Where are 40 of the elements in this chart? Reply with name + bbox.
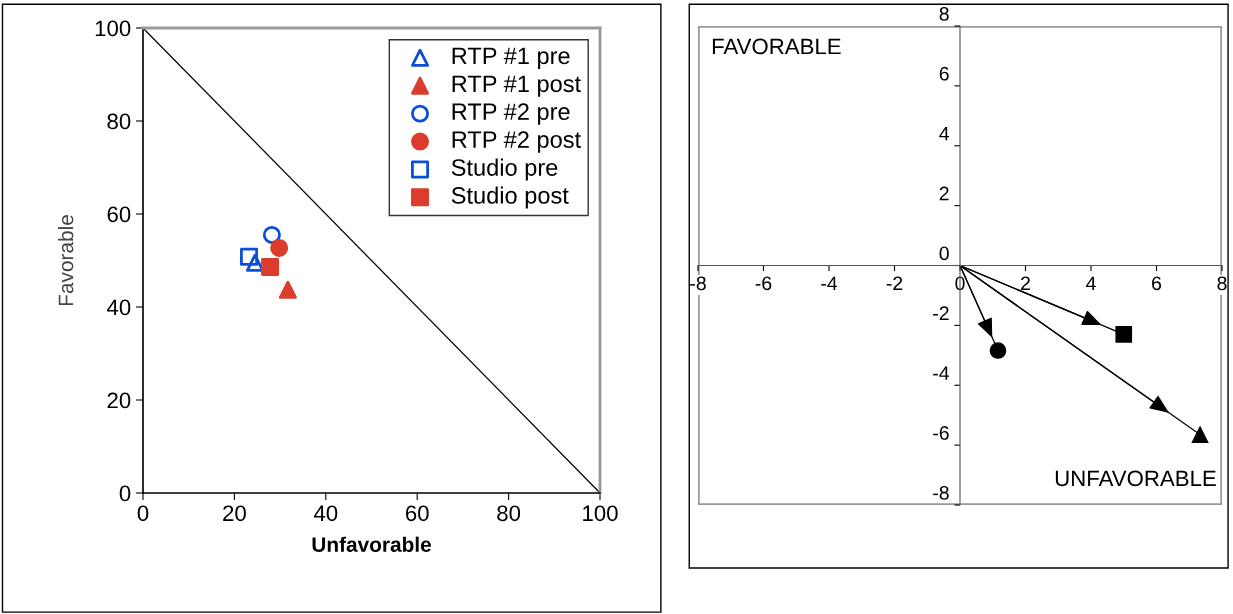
- x-tick-label: 60: [405, 505, 429, 522]
- legend-label: Studio post: [451, 186, 569, 209]
- x-tick-label: -2: [886, 276, 903, 291]
- y-axis-title: Favorable: [58, 215, 74, 306]
- x-tick-label: 8: [1217, 276, 1227, 291]
- legend-label: RTP #2 post: [452, 131, 581, 153]
- x-tick-label: 6: [1152, 276, 1162, 291]
- x-tick-label: 100: [583, 505, 618, 522]
- legend-label: RTP #2 pre: [452, 103, 570, 125]
- x-tick-label: 80: [497, 505, 521, 522]
- y-tick-label: 0: [939, 246, 949, 261]
- x-tick-label: 0: [955, 276, 965, 291]
- annotation: FAVORABLE: [712, 38, 841, 55]
- y-tick-label: 6: [939, 66, 949, 81]
- legend-label: RTP #1 post: [452, 75, 581, 97]
- x-tick-label: 4: [1086, 276, 1096, 291]
- x-tick-label: -4: [821, 276, 838, 291]
- y-tick-label: 100: [95, 20, 131, 37]
- y-tick-label: 8: [939, 6, 949, 21]
- x-axis-title: Unfavorable: [312, 536, 431, 552]
- y-tick-label: -8: [933, 485, 949, 500]
- y-tick-label: -2: [933, 306, 949, 320]
- y-tick-label: 20: [107, 392, 131, 409]
- y-tick-label: 4: [939, 126, 950, 141]
- y-tick-label: 0: [119, 485, 131, 502]
- y-tick-label: 40: [106, 299, 131, 316]
- y-tick-label: 80: [107, 113, 131, 130]
- y-tick-label: -4: [933, 366, 950, 380]
- legend-label: Studio pre: [451, 158, 558, 181]
- x-tick-label: 0: [137, 505, 149, 522]
- x-tick-label: 40: [313, 505, 338, 522]
- y-tick-label: -6: [933, 426, 949, 440]
- x-tick-label: -8: [690, 276, 706, 291]
- legend-label: RTP #1 pre: [452, 47, 570, 69]
- y-tick-label: 60: [107, 206, 131, 223]
- x-tick-label: 2: [1021, 276, 1030, 291]
- y-tick-label: 2: [939, 186, 949, 201]
- x-tick-label: -6: [755, 276, 772, 291]
- annotation: UNFAVORABLE: [1055, 470, 1216, 487]
- x-tick-label: 20: [223, 505, 246, 522]
